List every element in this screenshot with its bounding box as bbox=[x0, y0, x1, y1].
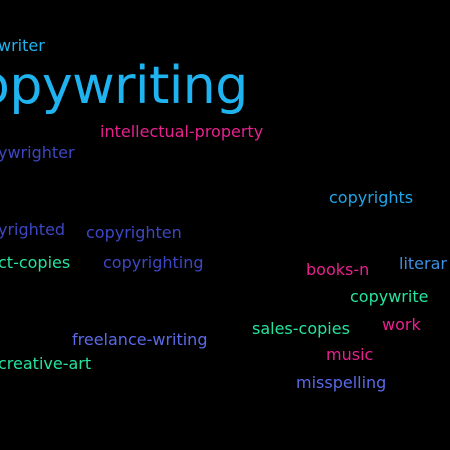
word-copyrighting: copyrighting bbox=[103, 253, 204, 272]
word-sales-copies: sales-copies bbox=[252, 319, 350, 338]
word-writer: writer bbox=[0, 36, 45, 55]
word-creative-art: creative-art bbox=[0, 354, 92, 373]
word-copyrights: copyrights bbox=[329, 188, 414, 207]
word-copyrighten: copyrighten bbox=[86, 223, 182, 242]
word-copyrighted: yrighted bbox=[0, 220, 66, 239]
word-music: music bbox=[326, 345, 374, 364]
word-literary: literar bbox=[399, 254, 447, 273]
word-work: work bbox=[382, 315, 421, 334]
word-direct-copies: ct-copies bbox=[0, 253, 71, 272]
word-intellectual-property: intellectual-property bbox=[100, 122, 264, 141]
word-copywrighter: ywrighter bbox=[0, 143, 75, 162]
word-freelance-writing: freelance-writing bbox=[72, 330, 208, 349]
word-misspelling: misspelling bbox=[296, 373, 387, 392]
word-books-n: books-n bbox=[306, 260, 370, 279]
word-copywriting: opywriting bbox=[0, 56, 248, 116]
word-copywrite: copywrite bbox=[350, 287, 429, 306]
